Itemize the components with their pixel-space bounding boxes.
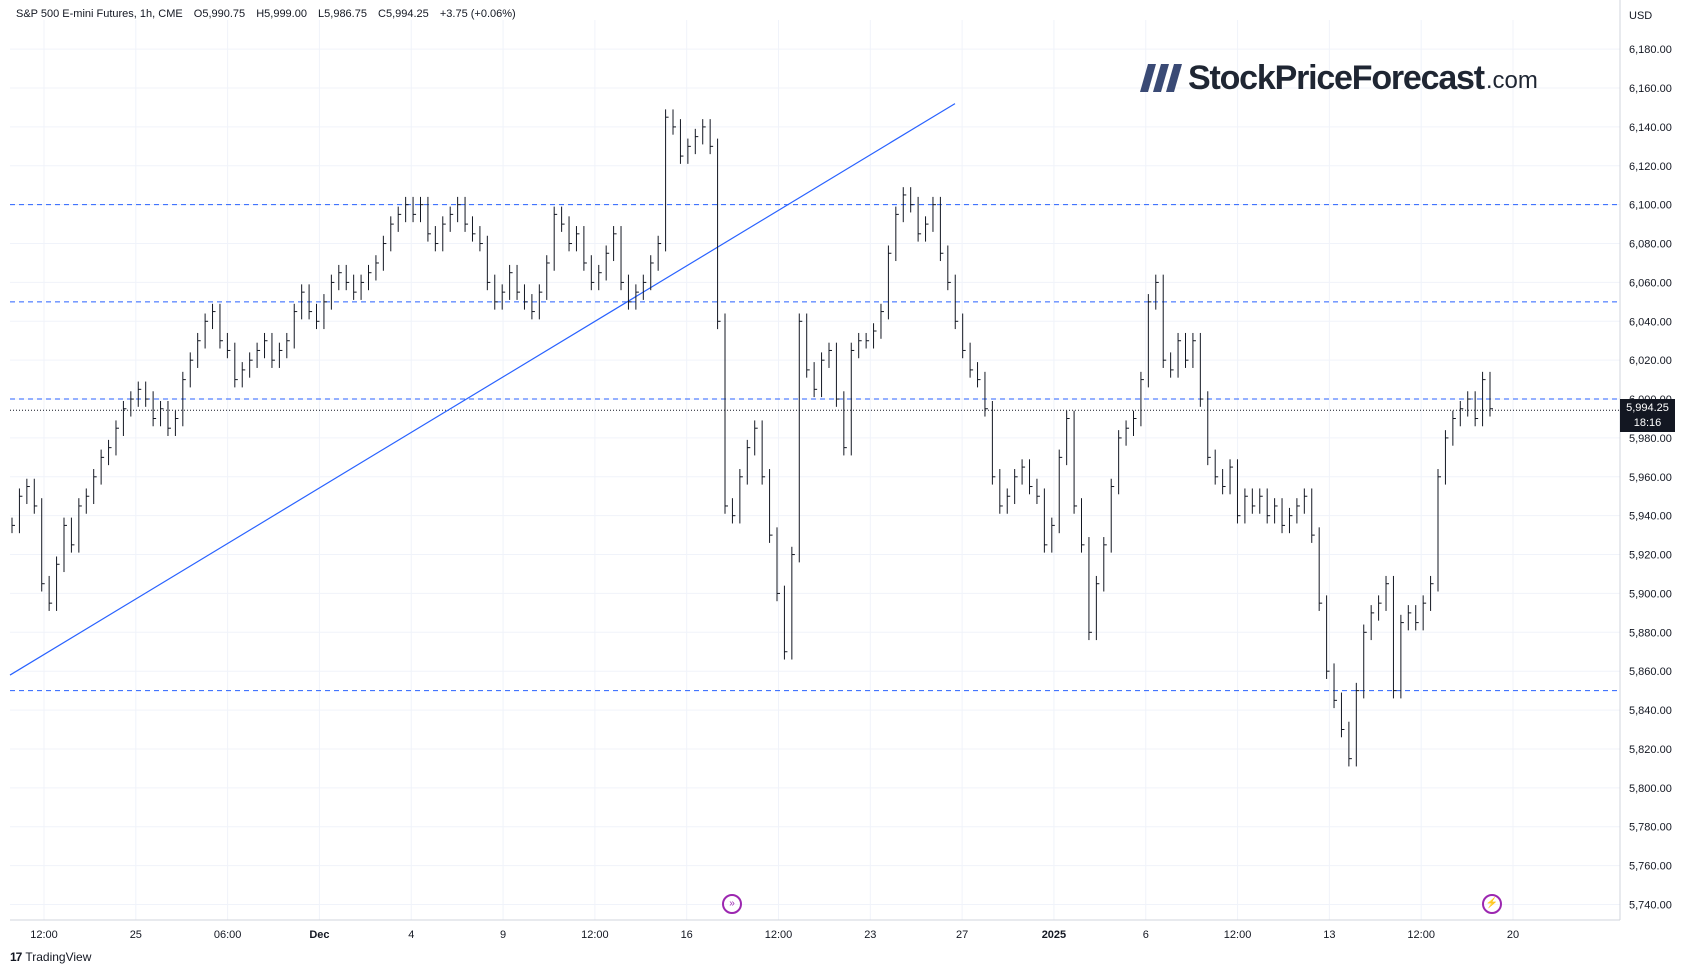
x-tick-label: 12:00 [581, 929, 609, 941]
x-tick-label: 2025 [1042, 929, 1066, 941]
x-tick-label: 27 [956, 929, 968, 941]
y-tick-label: 5,800.00 [1629, 783, 1672, 795]
symbol-legend: S&P 500 E-mini Futures, 1h, CME O5,990.7… [16, 8, 524, 20]
y-tick-label: 5,740.00 [1629, 899, 1672, 911]
ohlc-change: +3.75 (+0.06%) [439, 8, 516, 20]
tradingview-mark-icon: 17 [10, 950, 22, 964]
y-tick-label: 6,180.00 [1629, 44, 1672, 56]
x-tick-label: Dec [309, 929, 329, 941]
y-tick-label: 6,140.00 [1629, 122, 1672, 134]
y-tick-label: 6,060.00 [1629, 277, 1672, 289]
y-tick-label: 5,980.00 [1629, 433, 1672, 445]
x-tick-label: 06:00 [214, 929, 242, 941]
ohlc-high: H5,999.00 [256, 8, 307, 20]
x-tick-label: 16 [681, 929, 693, 941]
lightning-icon[interactable]: ⚡ [1482, 894, 1502, 914]
x-tick-label: 25 [130, 929, 142, 941]
x-tick-label: 20 [1507, 929, 1519, 941]
y-tick-label: 5,780.00 [1629, 822, 1672, 834]
y-tick-label: 6,020.00 [1629, 355, 1672, 367]
x-tick-label: 12:00 [1407, 929, 1435, 941]
price-series [11, 109, 1493, 767]
y-tick-label: 6,160.00 [1629, 83, 1672, 95]
y-tick-label: 6,080.00 [1629, 239, 1672, 251]
y-tick-label: 5,760.00 [1629, 861, 1672, 873]
y-tick-label: 6,100.00 [1629, 200, 1672, 212]
y-tick-label: 5,920.00 [1629, 550, 1672, 562]
x-tick-label: 9 [500, 929, 506, 941]
fast-forward-icon[interactable]: » [722, 894, 742, 914]
last-price-tag: 5,994.25 18:16 [1620, 399, 1675, 432]
y-tick-label: 5,900.00 [1629, 588, 1672, 600]
brand-domain: .com [1485, 67, 1538, 94]
x-tick-label: 12:00 [30, 929, 58, 941]
tradingview-text: TradingView [25, 950, 92, 964]
y-tick-label: 6,040.00 [1629, 316, 1672, 328]
y-tick-label: 6,120.00 [1629, 161, 1672, 173]
x-tick-label: 12:00 [765, 929, 793, 941]
x-tick-label: 12:00 [1224, 929, 1252, 941]
x-tick-label: 4 [408, 929, 414, 941]
currency-label[interactable]: USD [1629, 10, 1653, 22]
brand-word: StockPriceForecast [1188, 58, 1485, 97]
symbol-title: S&P 500 E-mini Futures, 1h, CME [16, 8, 183, 20]
y-tick-label: 5,860.00 [1629, 666, 1672, 678]
trendline-segment [9, 103, 956, 676]
tradingview-logo[interactable]: 17 TradingView [10, 950, 91, 964]
axes [10, 0, 1621, 921]
ohlc-low: L5,986.75 [318, 8, 367, 20]
y-tick-label: 5,960.00 [1629, 472, 1672, 484]
x-tick-label: 13 [1323, 929, 1335, 941]
y-tick-label: 5,840.00 [1629, 705, 1672, 717]
trendline [9, 103, 956, 676]
brand-logo: StockPriceForecast .com [1140, 56, 1538, 100]
grid [10, 20, 1620, 920]
time-axis-ticks: 12:00 25 06:00 Dec 4 9 12:00 16 12:00 23 27 2025 6 12… [30, 929, 1519, 941]
ohlc-open: O5,990.75 [193, 8, 246, 20]
ohlc-close: C5,994.25 [378, 8, 429, 20]
last-price-value: 5,994.25 [1626, 402, 1669, 414]
y-tick-label: 5,880.00 [1629, 627, 1672, 639]
y-tick-label: 5,820.00 [1629, 744, 1672, 756]
x-tick-label: 23 [864, 929, 876, 941]
y-tick-label: 5,940.00 [1629, 511, 1672, 523]
x-tick-label: 6 [1143, 929, 1149, 941]
brand-slashes-icon [1140, 64, 1182, 92]
level-lines [10, 204, 1620, 692]
price-axis-ticks: 6,180.00 6,160.00 6,140.00 6,120.00 6,100.00… [1629, 44, 1672, 911]
countdown-timer: 18:16 [1633, 417, 1662, 429]
